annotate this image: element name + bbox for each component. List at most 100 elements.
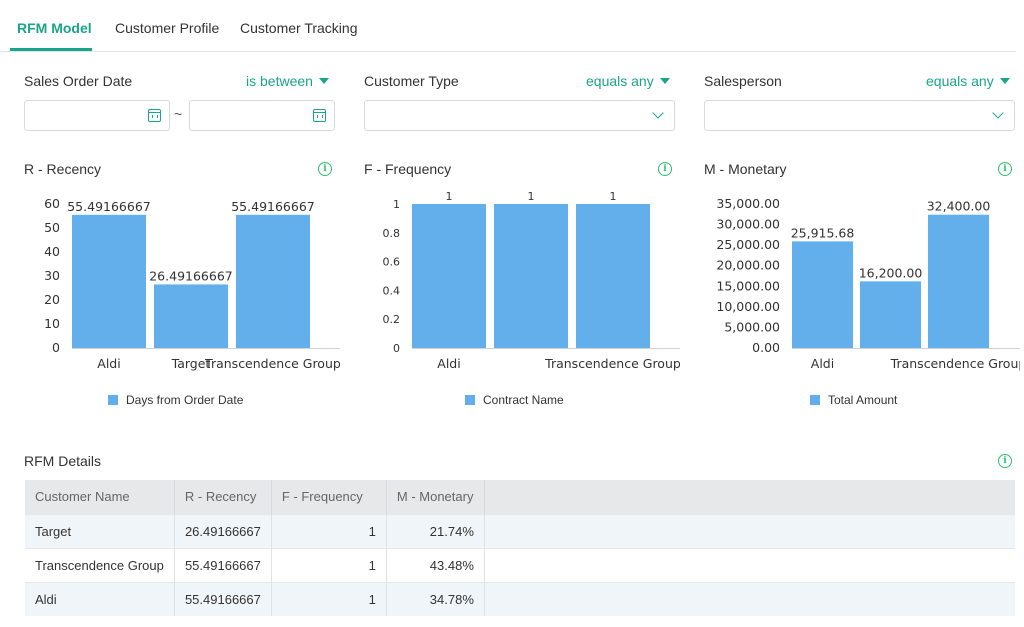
y-tick-label: 0.2: [383, 313, 401, 326]
bar[interactable]: [154, 284, 228, 348]
y-tick-label: 60: [44, 196, 60, 211]
y-tick-label: 0.8: [383, 227, 401, 240]
bar-data-label: 1: [446, 190, 453, 203]
caret-down-icon: [318, 78, 329, 84]
x-tick-label: Aldi: [811, 356, 834, 371]
monetary-legend: Total Amount: [810, 393, 897, 407]
customer-type-operator[interactable]: equals any: [586, 73, 670, 89]
cell-customer-name: Target: [25, 513, 175, 548]
x-tick-label: Transcendence Group: [544, 356, 680, 371]
chevron-down-icon[interactable]: [652, 107, 664, 119]
rfm-details-title: RFM Details: [24, 453, 102, 469]
start-date-field[interactable]: [24, 100, 170, 131]
y-tick-label: 30,000.00: [716, 217, 780, 232]
cell-recency: 55.49166667: [174, 581, 272, 616]
sales-order-date-label: Sales Order Date: [24, 73, 133, 89]
y-tick-label: 20,000.00: [716, 258, 780, 273]
bar[interactable]: [412, 204, 486, 348]
frequency-legend: Contract Name: [465, 393, 564, 407]
y-tick-label: 15,000.00: [716, 278, 780, 293]
recency-bar-chart: 0 10 20 30 40 50 60 55.49166667 Aldi 26.49166667 T…: [44, 196, 340, 371]
cell-filler: [484, 581, 1015, 616]
cell-monetary: 34.78%: [386, 581, 485, 616]
legend-label: Contract Name: [483, 393, 564, 407]
rfm-details-table: Customer Name R - Recency F - Frequency …: [25, 480, 1015, 616]
chevron-down-icon[interactable]: [992, 107, 1004, 119]
monetary-bar-chart: 0.00 5,000.00 10,000.00 15,000.00 20,000.00 2…: [716, 196, 1020, 371]
bar[interactable]: [860, 281, 921, 348]
cell-filler: [484, 547, 1015, 582]
bar[interactable]: [792, 241, 853, 348]
calendar-icon[interactable]: [313, 109, 326, 122]
y-tick-label: 0: [393, 342, 400, 355]
monetary-title: M - Monetary: [704, 161, 787, 177]
column-header-recency[interactable]: R - Recency: [174, 480, 272, 514]
recency-legend: Days from Order Date: [108, 393, 243, 407]
x-tick-label: Aldi: [97, 356, 120, 371]
operator-text: equals any: [926, 73, 994, 89]
bar-data-label: 1: [528, 190, 535, 203]
bar-data-label: 1: [610, 190, 617, 203]
table-header-row: Customer Name R - Recency F - Frequency …: [25, 480, 1015, 514]
bar[interactable]: [494, 204, 568, 348]
legend-swatch: [810, 395, 820, 405]
tab-customer-tracking[interactable]: Customer Tracking: [240, 20, 358, 36]
recency-title: R - Recency: [24, 161, 102, 177]
x-tick-label: Transcendence Group: [890, 356, 1020, 371]
y-tick-label: 40: [44, 244, 60, 259]
column-header-filler: [484, 480, 1015, 514]
cell-frequency: 1: [271, 547, 387, 582]
column-header-monetary[interactable]: M - Monetary: [386, 480, 485, 514]
caret-down-icon: [659, 78, 670, 84]
bar[interactable]: [928, 214, 989, 348]
calendar-icon[interactable]: [148, 109, 161, 122]
tab-bar: RFM Model Customer Profile Customer Trac…: [0, 0, 1016, 52]
bar-data-label: 32,400.00: [927, 199, 991, 214]
operator-text: is between: [246, 73, 313, 89]
salesperson-operator[interactable]: equals any: [926, 73, 1010, 89]
bar-data-label: 55.49166667: [231, 199, 315, 214]
table-row[interactable]: Transcendence Group 55.49166667 1 43.48%: [25, 547, 1015, 582]
operator-text: equals any: [586, 73, 654, 89]
y-tick-label: 5,000.00: [724, 319, 780, 334]
table-row[interactable]: Target 26.49166667 1 21.74%: [25, 513, 1015, 548]
sales-order-date-operator[interactable]: is between: [246, 73, 329, 89]
y-tick-label: 30: [44, 268, 60, 283]
y-tick-label: 0.6: [383, 256, 401, 269]
y-tick-label: 25,000.00: [716, 237, 780, 252]
date-range-separator: ~: [174, 106, 183, 122]
cell-monetary: 43.48%: [386, 547, 485, 582]
bar-data-label: 55.49166667: [67, 199, 151, 214]
y-tick-label: 50: [44, 220, 60, 235]
tab-customer-profile[interactable]: Customer Profile: [115, 20, 220, 36]
end-date-field[interactable]: [189, 100, 335, 131]
bar[interactable]: [576, 204, 650, 348]
bar[interactable]: [236, 214, 310, 348]
salesperson-label: Salesperson: [704, 73, 782, 89]
x-tick-label: Target: [171, 356, 211, 371]
caret-down-icon: [999, 78, 1010, 84]
info-icon[interactable]: i: [318, 162, 332, 176]
legend-swatch: [108, 395, 118, 405]
info-icon[interactable]: i: [998, 162, 1012, 176]
salesperson-select[interactable]: [704, 100, 1015, 131]
y-tick-label: 0: [52, 340, 60, 355]
legend-swatch: [465, 395, 475, 405]
cell-recency: 55.49166667: [174, 547, 272, 582]
table-row[interactable]: Aldi 55.49166667 1 34.78%: [25, 581, 1015, 616]
tab-rfm-model[interactable]: RFM Model: [17, 20, 92, 36]
info-icon[interactable]: i: [998, 454, 1012, 468]
x-tick-label: Aldi: [437, 356, 460, 371]
y-tick-label: 10: [44, 316, 60, 331]
customer-type-select[interactable]: [364, 100, 675, 131]
bar[interactable]: [72, 214, 146, 348]
cell-frequency: 1: [271, 513, 387, 548]
cell-monetary: 21.74%: [386, 513, 485, 548]
cell-customer-name: Transcendence Group: [25, 547, 175, 582]
cell-recency: 26.49166667: [174, 513, 272, 548]
cell-filler: [484, 513, 1015, 548]
info-icon[interactable]: i: [658, 162, 672, 176]
column-header-frequency[interactable]: F - Frequency: [271, 480, 387, 514]
legend-label: Days from Order Date: [126, 393, 244, 407]
column-header-customer-name[interactable]: Customer Name: [25, 480, 175, 514]
